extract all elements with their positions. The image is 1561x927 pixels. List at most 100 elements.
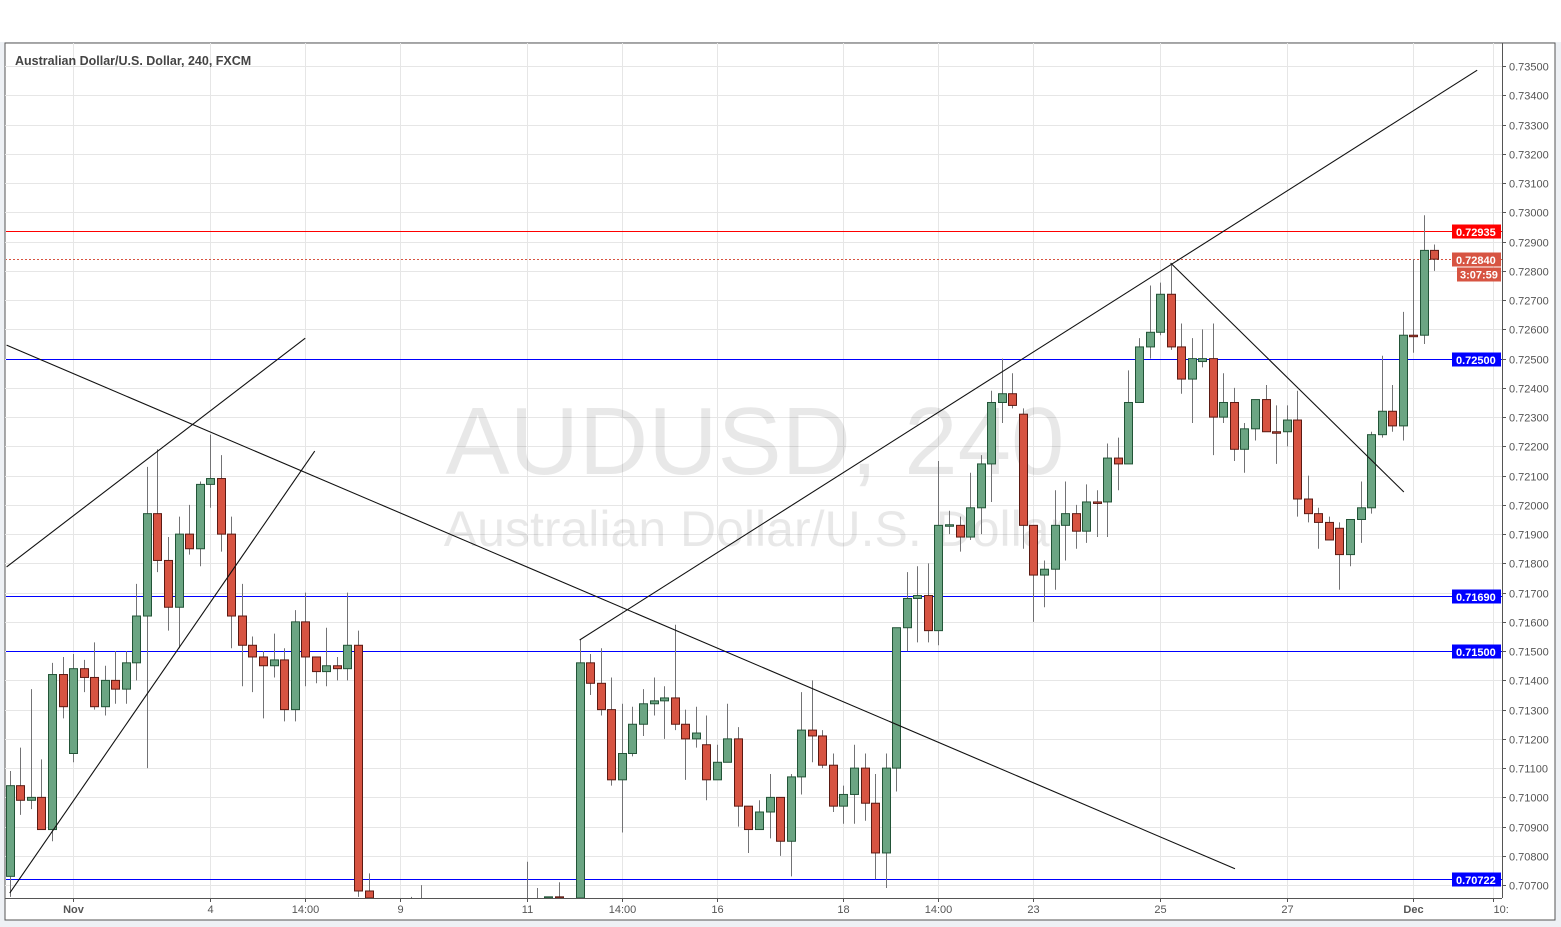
candle-up[interactable] [882, 753, 891, 889]
candle-down[interactable] [1209, 323, 1218, 456]
candle-down[interactable] [861, 753, 870, 821]
candle-down[interactable] [1029, 524, 1038, 622]
candle-down[interactable] [280, 648, 289, 722]
candle-up[interactable] [660, 686, 669, 739]
candle-down[interactable] [1177, 323, 1186, 394]
candle-down[interactable] [1325, 516, 1334, 541]
candle-up[interactable] [892, 627, 901, 792]
candle-up[interactable] [101, 665, 110, 716]
candle-up[interactable] [175, 516, 184, 649]
candle-down[interactable] [1409, 259, 1418, 353]
candle-down[interactable] [248, 636, 257, 693]
candle-up[interactable] [787, 773, 796, 877]
candle-down[interactable] [744, 805, 753, 853]
candle-down[interactable] [153, 449, 162, 573]
candle-up[interactable] [343, 592, 352, 681]
candle-up[interactable] [1061, 481, 1070, 561]
candle-up[interactable] [291, 610, 300, 722]
candle-down[interactable] [301, 592, 310, 687]
trend-lines[interactable] [6, 69, 1478, 894]
candle-down[interactable] [59, 656, 68, 719]
candle-down[interactable] [185, 504, 194, 555]
candle-down[interactable] [597, 648, 606, 716]
candle-down[interactable] [164, 537, 173, 631]
candle-up[interactable] [1040, 560, 1049, 608]
candle-up[interactable] [143, 466, 152, 769]
candle-up[interactable] [934, 460, 943, 646]
candle-up[interactable] [206, 434, 215, 508]
candle-down[interactable] [259, 651, 268, 719]
candle-up[interactable] [998, 358, 1007, 423]
candle-down[interactable] [1167, 265, 1176, 350]
candle-up[interactable] [69, 654, 78, 763]
candle-up[interactable] [1082, 484, 1091, 543]
candle-up[interactable] [639, 689, 648, 736]
candle-up[interactable] [1135, 338, 1144, 403]
candle-down[interactable] [1008, 373, 1017, 409]
candle-up[interactable] [628, 706, 637, 757]
candle-up[interactable] [270, 633, 279, 678]
candle-down[interactable] [671, 624, 680, 731]
trend-line[interactable] [1170, 262, 1405, 493]
trend-line[interactable] [6, 344, 1236, 870]
candle-down[interactable] [37, 759, 46, 831]
trend-line[interactable] [6, 337, 306, 568]
candle-up[interactable] [1399, 311, 1408, 441]
candle-down[interactable] [1314, 507, 1323, 549]
candle-down[interactable] [1293, 390, 1302, 517]
candle-down[interactable] [238, 583, 247, 687]
candle-up[interactable] [713, 744, 722, 781]
candle-up[interactable] [977, 455, 986, 535]
candle-down[interactable] [808, 680, 817, 763]
candle-down[interactable] [1272, 405, 1281, 464]
candle-down[interactable] [1304, 475, 1313, 523]
candle-up[interactable] [797, 692, 806, 795]
candle-down[interactable] [681, 709, 690, 780]
candle-up[interactable] [27, 689, 36, 810]
candle-down[interactable] [924, 563, 933, 643]
candles[interactable] [6, 215, 1439, 898]
candle-up[interactable] [322, 627, 331, 687]
candle-up[interactable] [913, 566, 922, 643]
candle-down[interactable] [312, 656, 321, 684]
candle-up[interactable] [1367, 431, 1376, 514]
candle-up[interactable] [122, 651, 131, 704]
candle-up[interactable] [618, 703, 627, 833]
candle-down[interactable] [90, 642, 99, 710]
candle-down[interactable] [1335, 522, 1344, 590]
candle-up[interactable] [6, 771, 15, 897]
candle-up[interactable] [1240, 422, 1249, 473]
candle-up[interactable] [1251, 399, 1260, 441]
candle-up[interactable] [1103, 443, 1112, 538]
candle-down[interactable] [956, 516, 965, 552]
candle-down[interactable] [1230, 387, 1239, 461]
candle-up[interactable] [839, 785, 848, 824]
candle-up[interactable] [723, 703, 732, 763]
candle-down[interactable] [1430, 244, 1439, 271]
candle-down[interactable] [702, 715, 711, 801]
candle-up[interactable] [1124, 370, 1133, 465]
candle-up[interactable] [1188, 338, 1197, 423]
candle-up[interactable] [1156, 282, 1165, 336]
price-axis[interactable]: 0.70700 0.70800 0.70900 0.71000 0.71100 0.712… [1502, 62, 1549, 893]
candle-up[interactable] [1420, 215, 1429, 344]
candle-up[interactable] [1198, 329, 1207, 368]
candle-up[interactable] [544, 896, 553, 898]
candle-up[interactable] [766, 773, 775, 839]
candle-up[interactable] [1378, 355, 1387, 438]
time-axis[interactable]: Nov 4 14:00 9 11 14:00 16 18 14:00 23 25 27 Dec 10: [63, 898, 1509, 916]
candle-up[interactable] [692, 706, 701, 748]
candle-up[interactable] [132, 583, 141, 681]
candle-up[interactable] [196, 481, 205, 567]
candle-up[interactable] [755, 800, 764, 831]
candle-down[interactable] [217, 455, 226, 552]
candle-up[interactable] [1283, 405, 1292, 447]
candle-up[interactable] [850, 744, 859, 824]
candle-down[interactable] [1072, 504, 1081, 549]
candle-up[interactable] [987, 390, 996, 502]
candle-down[interactable] [776, 796, 785, 856]
candle-up[interactable] [650, 677, 659, 716]
candle-down[interactable] [829, 753, 838, 813]
candle-up[interactable] [1346, 518, 1355, 567]
candle-down[interactable] [227, 516, 236, 649]
